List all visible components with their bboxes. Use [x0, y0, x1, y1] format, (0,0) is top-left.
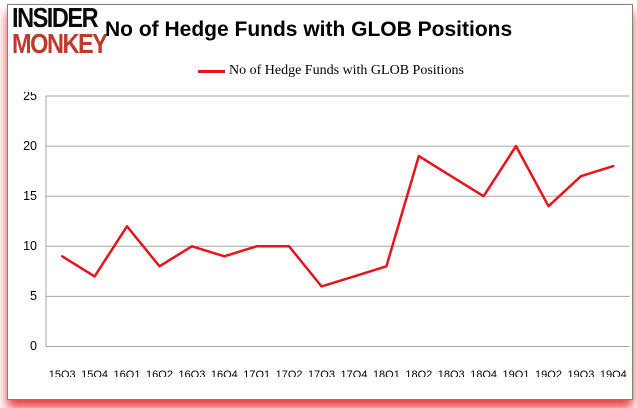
svg-text:25: 25 [23, 92, 37, 103]
svg-text:0: 0 [30, 339, 37, 353]
svg-text:16Q3: 16Q3 [178, 369, 205, 377]
svg-text:17Q2: 17Q2 [276, 369, 303, 377]
svg-text:10: 10 [23, 239, 37, 253]
svg-text:19Q2: 19Q2 [535, 369, 562, 377]
svg-text:18Q3: 18Q3 [438, 369, 465, 377]
svg-text:5: 5 [30, 289, 37, 303]
svg-text:18Q4: 18Q4 [470, 369, 497, 377]
svg-text:15Q4: 15Q4 [81, 369, 108, 377]
svg-text:16Q4: 16Q4 [211, 369, 238, 377]
svg-text:20: 20 [23, 139, 37, 153]
svg-text:18Q2: 18Q2 [405, 369, 432, 377]
svg-text:19Q1: 19Q1 [503, 369, 530, 377]
svg-text:17Q1: 17Q1 [243, 369, 270, 377]
svg-text:17Q3: 17Q3 [308, 369, 335, 377]
svg-text:19Q3: 19Q3 [567, 369, 594, 377]
svg-text:15Q3: 15Q3 [49, 369, 76, 377]
svg-text:19Q4: 19Q4 [600, 369, 627, 377]
svg-text:16Q2: 16Q2 [146, 369, 173, 377]
svg-text:15: 15 [23, 189, 37, 203]
svg-text:18Q1: 18Q1 [373, 369, 400, 377]
svg-text:17Q4: 17Q4 [341, 369, 368, 377]
svg-text:16Q1: 16Q1 [114, 369, 141, 377]
